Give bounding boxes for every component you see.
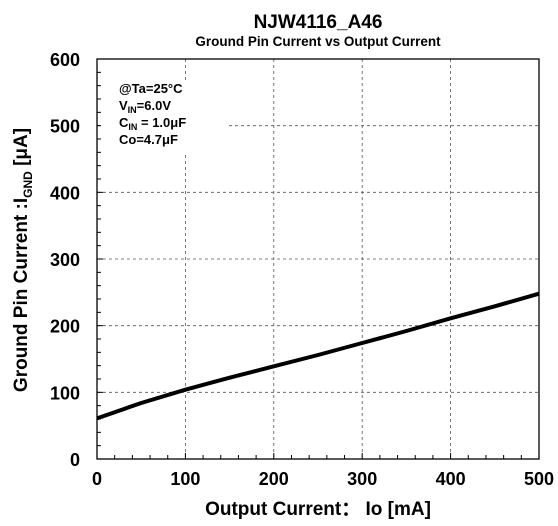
x-tick-label: 0 — [92, 469, 102, 489]
y-tick-label: 600 — [50, 50, 80, 70]
y-axis-label: Ground Pin Current :IGND [μA] — [11, 128, 35, 392]
x-tick-label: 100 — [170, 469, 200, 489]
y-tick-label: 200 — [50, 317, 80, 337]
y-axis-label-sub: GND — [21, 171, 35, 198]
condition-suffix: =6.0V — [137, 98, 172, 113]
condition-line: Co=4.7μF — [119, 132, 178, 147]
y-tick-label: 400 — [50, 183, 80, 203]
x-tick-label: 500 — [524, 469, 554, 489]
conditions-backdrop — [101, 81, 229, 153]
condition-main: V — [119, 98, 128, 113]
y-tick-label: 300 — [50, 250, 80, 270]
x-tick-label: 200 — [259, 469, 289, 489]
condition-main: C — [119, 115, 129, 130]
condition-sub: IN — [128, 105, 137, 115]
condition-sub: IN — [128, 122, 137, 132]
y-tick-label: 100 — [50, 383, 80, 403]
condition-suffix: = 1.0μF — [137, 115, 186, 130]
series-line-0 — [96, 291, 540, 421]
x-tick-label: 300 — [347, 469, 377, 489]
y-axis-label-main: Ground Pin Current :I — [11, 198, 32, 392]
series-layer — [96, 291, 540, 421]
condition-line: CIN = 1.0μF — [119, 115, 186, 132]
condition-main: @Ta=25°C — [119, 81, 183, 96]
x-axis-label: Output Current： Io [mA] — [205, 499, 431, 520]
y-tick-label: 0 — [70, 450, 80, 470]
axis-layer: 0 100 200 300 400 500 0 100 200 300 400 500 600 — [50, 50, 554, 489]
x-tick-label: 400 — [436, 469, 466, 489]
chart-title: NJW4116_A46 — [254, 12, 383, 33]
y-tick-label: 500 — [50, 117, 80, 137]
condition-line: VIN=6.0V — [119, 98, 171, 115]
chart-subtitle: Ground Pin Current vs Output Current — [195, 34, 441, 49]
condition-line: @Ta=25°C — [119, 81, 183, 96]
y-axis-label-suffix: [μA] — [11, 128, 32, 171]
condition-main: Co=4.7μF — [119, 132, 178, 147]
